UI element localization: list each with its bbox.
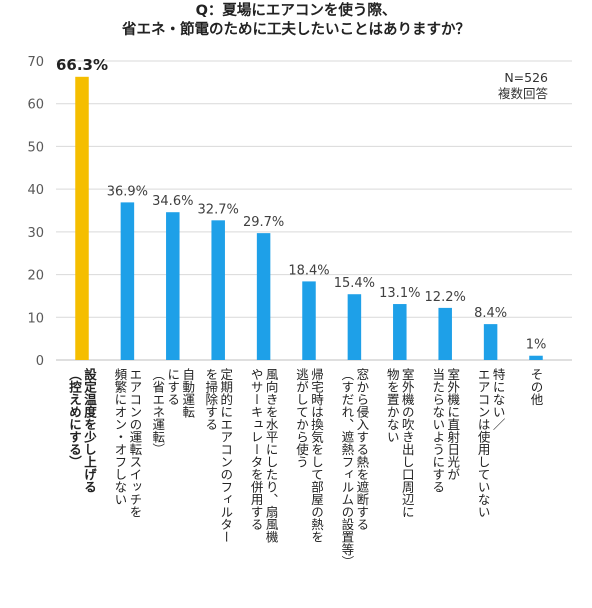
category-label: 定期的にエアコンのフィルター xyxy=(218,367,233,543)
bar-value-label: 8.4% xyxy=(474,306,507,321)
category-label: 逃がしてから使う xyxy=(294,368,309,468)
category-label: 室外機に直射日光が xyxy=(445,367,460,481)
bar-value-label: 18.4% xyxy=(288,263,329,278)
bar xyxy=(120,202,135,360)
bar-value-label: 66.3% xyxy=(56,56,108,74)
category-label: 特にない／ xyxy=(491,367,506,431)
y-tick-label: 30 xyxy=(27,226,44,241)
bar-value-label: 34.6% xyxy=(152,194,193,209)
bar-value-label: 32.7% xyxy=(198,202,239,217)
category-label: （すだれ、遮熱フィルムの設置等） xyxy=(339,368,354,568)
y-tick-label: 50 xyxy=(27,140,44,155)
chart-title: Q：夏場にエアコンを使う際、 省エネ・節電のために工夫したいことはありますか？ xyxy=(0,2,592,40)
category-label: エアコンの運転スイッチを xyxy=(127,368,142,518)
category-label: （控えめにする） xyxy=(67,368,82,468)
y-tick-label: 0 xyxy=(36,354,44,369)
chart-title-line-1: Q：夏場にエアコンを使う際、 xyxy=(195,3,397,19)
y-tick-label: 60 xyxy=(27,98,44,113)
bar xyxy=(166,212,180,360)
category-label: 帰宅時は換気をして部屋の熱を xyxy=(309,368,324,543)
bar xyxy=(256,233,271,360)
category-label: 窓から侵入する熱を遮断する xyxy=(354,367,369,531)
y-tick-label: 10 xyxy=(27,311,44,326)
bar-value-label: 1% xyxy=(526,338,547,353)
category-label: 室外機の吹き出し口周辺に xyxy=(400,367,415,518)
sample-size: N=526 xyxy=(504,70,548,85)
category-label: 物を置かない xyxy=(385,368,400,443)
bar xyxy=(438,307,452,360)
y-tick-label: 70 xyxy=(27,55,44,70)
category-label: （省エネ運転） xyxy=(150,368,165,456)
category-label: その他 xyxy=(529,368,544,406)
category-label: エアコンは使用していない xyxy=(476,368,491,518)
bar xyxy=(483,324,498,360)
category-label: 設定温度を少し上げる xyxy=(82,367,97,493)
bar xyxy=(75,76,89,360)
category-label: を掃除する xyxy=(203,368,218,431)
bar xyxy=(211,220,225,360)
category-label: 当たらないようにする xyxy=(430,368,445,493)
category-label: 自動運転 xyxy=(180,368,195,419)
category-label: 風向きを水平にしたり、扇風機 xyxy=(264,368,279,543)
bar-value-label: 13.1% xyxy=(379,286,420,301)
bar xyxy=(302,281,316,360)
bar-value-label: 36.9% xyxy=(107,184,148,199)
chart-title-line-2: 省エネ・節電のために工夫したいことはありますか？ xyxy=(122,22,470,38)
response-type: 複数回答 xyxy=(497,86,548,101)
bar xyxy=(393,304,407,360)
bar xyxy=(347,294,362,360)
bar-value-label: 15.4% xyxy=(334,276,375,291)
category-label: やサーキュレータを併用する xyxy=(249,368,264,531)
bar-value-label: 29.7% xyxy=(243,215,284,230)
category-label: にする xyxy=(165,368,180,406)
y-tick-label: 20 xyxy=(27,269,44,284)
y-tick-label: 40 xyxy=(27,183,44,198)
bar xyxy=(529,355,543,360)
category-label: 頻繁にオン・オフしない xyxy=(112,368,127,506)
bar-value-label: 12.2% xyxy=(425,290,466,305)
sample-note: N=526 複数回答 xyxy=(498,70,548,102)
